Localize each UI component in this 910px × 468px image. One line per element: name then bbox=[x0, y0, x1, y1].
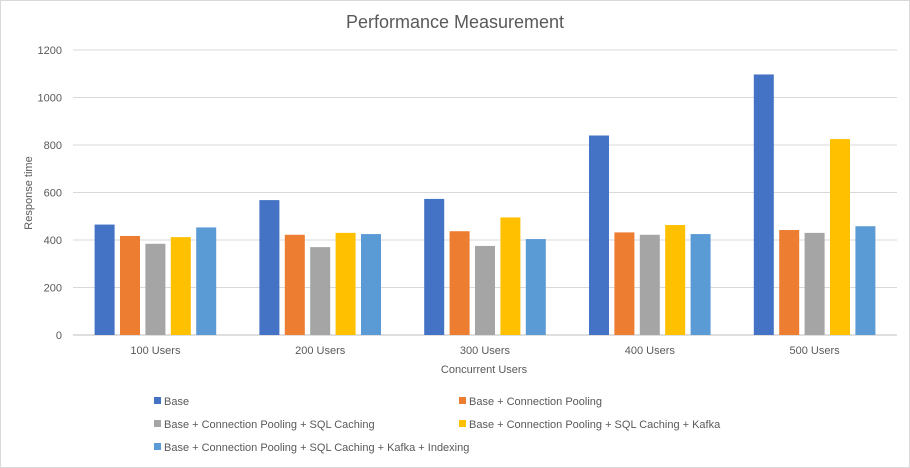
bar bbox=[753, 74, 774, 336]
y-tick-label: 1200 bbox=[38, 45, 62, 57]
bar bbox=[310, 247, 331, 335]
bar bbox=[614, 232, 635, 335]
x-tick-label: 500 Users bbox=[790, 345, 841, 357]
bar bbox=[94, 224, 115, 335]
y-tick-label: 0 bbox=[56, 330, 62, 342]
bar bbox=[639, 234, 660, 335]
x-axis-ticks: 100 Users 200 Users 300 Users 400 Users 500 … bbox=[130, 345, 840, 357]
y-tick-label: 200 bbox=[44, 283, 62, 295]
y-tick-label: 400 bbox=[44, 235, 62, 247]
bar bbox=[475, 245, 495, 335]
y-tick-label: 800 bbox=[44, 140, 62, 152]
y-axis-title: Response time bbox=[23, 156, 35, 229]
bar bbox=[284, 234, 305, 335]
bar bbox=[424, 198, 445, 335]
legend-swatch bbox=[154, 443, 161, 450]
legend-swatch bbox=[154, 397, 161, 404]
x-tick-label: 100 Users bbox=[130, 345, 181, 357]
bar bbox=[855, 226, 876, 335]
legend-swatch bbox=[459, 420, 466, 427]
bar bbox=[449, 231, 470, 335]
legend-label: Base + Connection Pooling bbox=[469, 396, 602, 408]
bars bbox=[94, 74, 876, 336]
legend: Base Base + Connection Pooling Base + Conn… bbox=[154, 396, 721, 454]
bar bbox=[690, 234, 711, 335]
y-tick-label: 1000 bbox=[38, 93, 62, 105]
bar bbox=[830, 139, 850, 335]
x-axis-title: Concurrent Users bbox=[441, 364, 528, 376]
bar bbox=[779, 230, 800, 335]
bar bbox=[145, 243, 166, 335]
bar bbox=[589, 135, 609, 335]
bar bbox=[361, 234, 381, 335]
legend-label: Base + Connection Pooling + SQL Caching … bbox=[469, 419, 721, 431]
bar bbox=[196, 227, 217, 335]
legend-swatch bbox=[154, 420, 161, 427]
bar bbox=[170, 237, 191, 335]
legend-label: Base + Connection Pooling + SQL Caching bbox=[164, 419, 375, 431]
bar bbox=[120, 235, 140, 335]
x-tick-label: 200 Users bbox=[295, 345, 346, 357]
y-axis-ticks: 0 200 400 600 800 1000 1200 bbox=[38, 45, 62, 342]
legend-swatch bbox=[459, 397, 466, 404]
bar bbox=[335, 232, 356, 335]
bar bbox=[500, 217, 521, 335]
bar bbox=[804, 232, 825, 335]
x-tick-label: 400 Users bbox=[625, 345, 676, 357]
legend-label: Base bbox=[164, 396, 189, 408]
bar bbox=[525, 239, 546, 335]
y-tick-label: 600 bbox=[44, 188, 62, 200]
bar bbox=[665, 225, 686, 335]
chart-title: Performance Measurement bbox=[346, 12, 564, 32]
x-tick-label: 300 Users bbox=[460, 345, 511, 357]
bar bbox=[259, 200, 280, 335]
legend-label: Base + Connection Pooling + SQL Caching … bbox=[164, 442, 469, 454]
